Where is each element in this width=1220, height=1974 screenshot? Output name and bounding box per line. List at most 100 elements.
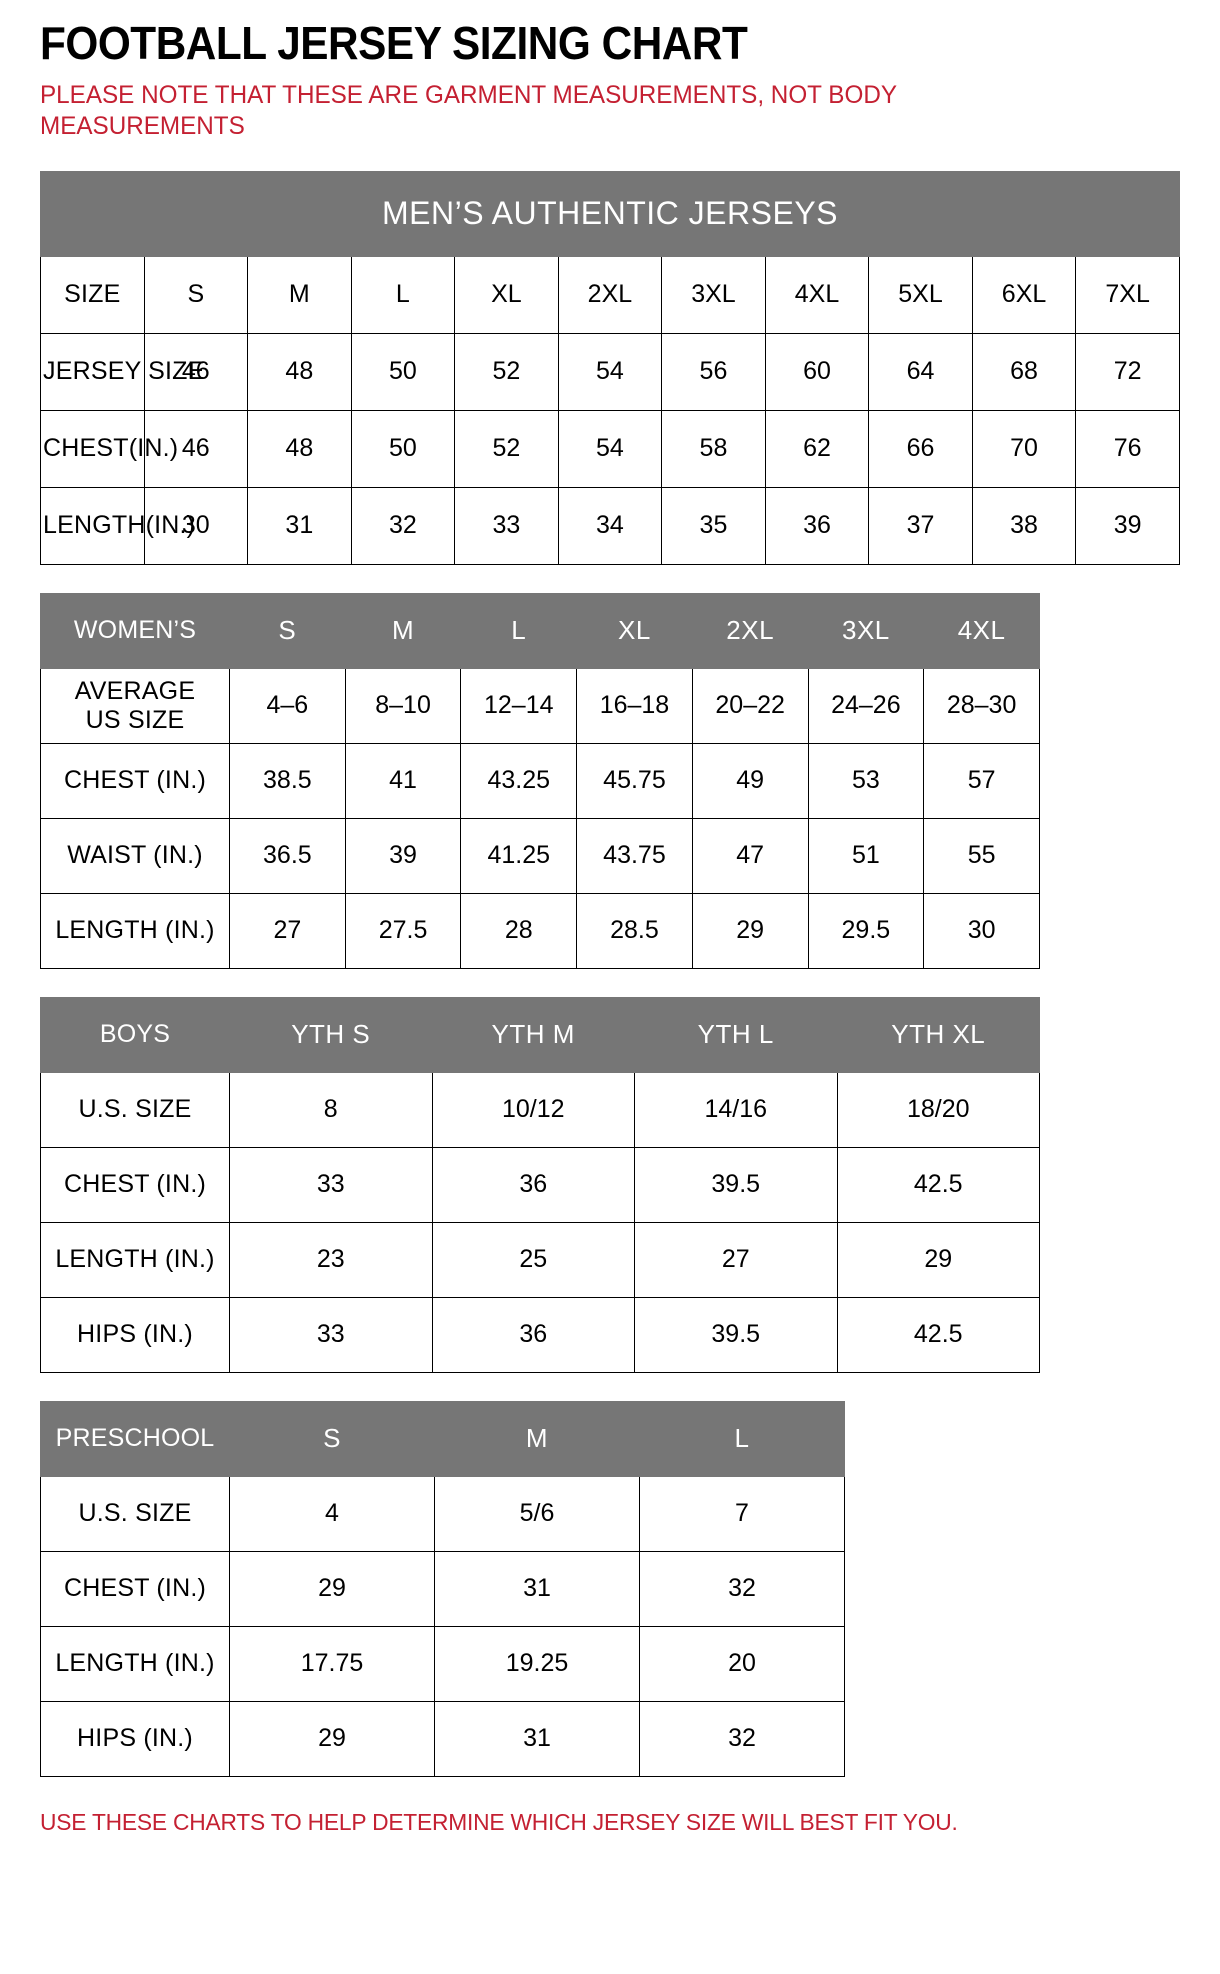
table-cell: 49 [691, 742, 809, 819]
table-row: CHEST (IN.) 29 31 32 [40, 1550, 845, 1627]
table-cell: 39 [344, 817, 462, 894]
table-cell: 60 [764, 332, 870, 411]
table-cell: 7XL [1075, 255, 1180, 334]
table-header-row: BOYS YTH S YTH M YTH L YTH XL [40, 996, 1040, 1073]
chart-footer-note: USE THESE CHARTS TO HELP DETERMINE WHICH… [40, 1808, 958, 1835]
row-label: HIPS (IN.) [40, 1296, 230, 1373]
table-cell: 37 [868, 486, 973, 565]
table-cell: 68 [971, 332, 1077, 411]
table-cell: 41.25 [460, 817, 578, 894]
row-label-line1: AVERAGE [74, 676, 196, 705]
table-cell: 50 [350, 409, 456, 488]
size-header: M [434, 1400, 640, 1477]
size-header: 3XL [807, 592, 925, 669]
row-label: HIPS (IN.) [40, 1700, 230, 1777]
table-row: LENGTH (IN.) 23 25 27 29 [40, 1221, 1040, 1298]
mens-banner: MEN’S AUTHENTIC JERSEYS [40, 170, 1180, 257]
table-cell: 2XL [557, 255, 663, 334]
table-cell: 34 [557, 486, 663, 565]
row-label: CHEST(IN.) [40, 409, 178, 488]
size-header: YTH M [431, 996, 635, 1073]
size-header: L [460, 592, 578, 669]
table-cell: 72 [1075, 332, 1180, 411]
table-cell: 8–10 [344, 667, 462, 744]
table-cell: 29 [836, 1221, 1040, 1298]
table-row: CHEST (IN.) 38.5 41 43.25 45.75 49 53 57 [40, 742, 1040, 819]
table-cell: 39.5 [634, 1146, 838, 1223]
table-row: CHEST (IN.) 33 36 39.5 42.5 [40, 1146, 1040, 1223]
table-row: LENGTH (IN.) 17.75 19.25 20 [40, 1625, 845, 1702]
table-cell: 10/12 [431, 1071, 635, 1148]
table-banner-row: MEN’S AUTHENTIC JERSEYS [40, 170, 1180, 257]
table-cell: 25 [431, 1221, 635, 1298]
table-cell: 29 [229, 1550, 435, 1627]
table-cell: 58 [661, 409, 766, 488]
table-cell: 70 [971, 409, 1077, 488]
table-cell: 43.75 [576, 817, 693, 894]
row-label: U.S. SIZE [40, 1475, 230, 1552]
table-row: LENGTH(IN.) 30 31 32 33 34 35 36 37 38 3… [40, 486, 1180, 565]
table-cell: 5XL [868, 255, 973, 334]
table-cell: 3XL [661, 255, 766, 334]
table-row: WAIST (IN.) 36.5 39 41.25 43.75 47 51 55 [40, 817, 1040, 894]
page-title: FOOTBALL JERSEY SIZING CHART [40, 17, 748, 69]
table-cell: S [143, 255, 249, 334]
table-cell: 32 [350, 486, 456, 565]
row-label: LENGTH (IN.) [40, 1221, 230, 1298]
table-cell: 28.5 [576, 892, 693, 969]
row-label: AVERAGE US SIZE [40, 667, 230, 744]
table-cell: 29 [229, 1700, 435, 1777]
row-label: CHEST (IN.) [40, 1550, 230, 1627]
table-cell: 56 [661, 332, 766, 411]
row-label: CHEST (IN.) [40, 742, 230, 819]
preschool-sizing-table: PRESCHOOL S M L U.S. SIZE 4 5/6 7 CHEST … [40, 1400, 845, 1777]
table-cell: 14/16 [634, 1071, 838, 1148]
table-cell: 17.75 [229, 1625, 435, 1702]
row-label: LENGTH (IN.) [40, 892, 230, 969]
row-label-line2: US SIZE [85, 705, 185, 734]
table-cell: 31 [434, 1700, 640, 1777]
preschool-header-label: PRESCHOOL [40, 1400, 230, 1477]
table-cell: 27.5 [344, 892, 462, 969]
table-cell: 30 [923, 892, 1040, 969]
table-cell: 33 [454, 486, 559, 565]
table-cell: 20 [639, 1625, 845, 1702]
table-cell: 4–6 [229, 667, 346, 744]
womens-header-label: WOMEN’S [40, 592, 230, 669]
table-cell: 76 [1075, 409, 1180, 488]
table-cell: 35 [661, 486, 766, 565]
table-cell: 54 [557, 332, 663, 411]
table-cell: 55 [923, 817, 1040, 894]
table-cell: 36.5 [229, 817, 346, 894]
table-row: JERSEY SIZE 46 48 50 52 54 56 60 64 68 7… [40, 332, 1180, 411]
table-cell: 52 [454, 409, 559, 488]
table-cell: 36 [431, 1296, 635, 1373]
table-cell: 33 [229, 1296, 433, 1373]
table-cell: 16–18 [576, 667, 693, 744]
table-header-row: WOMEN’S S M L XL 2XL 3XL 4XL [40, 592, 1040, 669]
size-header: YTH S [229, 996, 433, 1073]
table-cell: 46 [143, 332, 249, 411]
table-row: LENGTH (IN.) 27 27.5 28 28.5 29 29.5 30 [40, 892, 1040, 969]
table-cell: 41 [344, 742, 462, 819]
table-cell: 62 [764, 409, 870, 488]
measurement-note: PLEASE NOTE THAT THESE ARE GARMENT MEASU… [40, 81, 897, 141]
table-cell: XL [454, 255, 559, 334]
table-row: HIPS (IN.) 29 31 32 [40, 1700, 845, 1777]
table-cell: 29 [691, 892, 809, 969]
table-cell: 28–30 [923, 667, 1040, 744]
table-cell: 38 [971, 486, 1077, 565]
size-header: YTH L [634, 996, 838, 1073]
size-header: S [229, 592, 346, 669]
table-cell: 48 [247, 409, 352, 488]
table-cell: 42.5 [836, 1296, 1040, 1373]
table-cell: 7 [639, 1475, 845, 1552]
size-header: XL [576, 592, 693, 669]
womens-sizing-table: WOMEN’S S M L XL 2XL 3XL 4XL AVERAGE US S… [40, 592, 1040, 969]
table-cell: 24–26 [807, 667, 925, 744]
size-header: 4XL [923, 592, 1040, 669]
row-label: SIZE [40, 255, 145, 334]
table-cell: 64 [868, 332, 973, 411]
table-cell: 19.25 [434, 1625, 640, 1702]
